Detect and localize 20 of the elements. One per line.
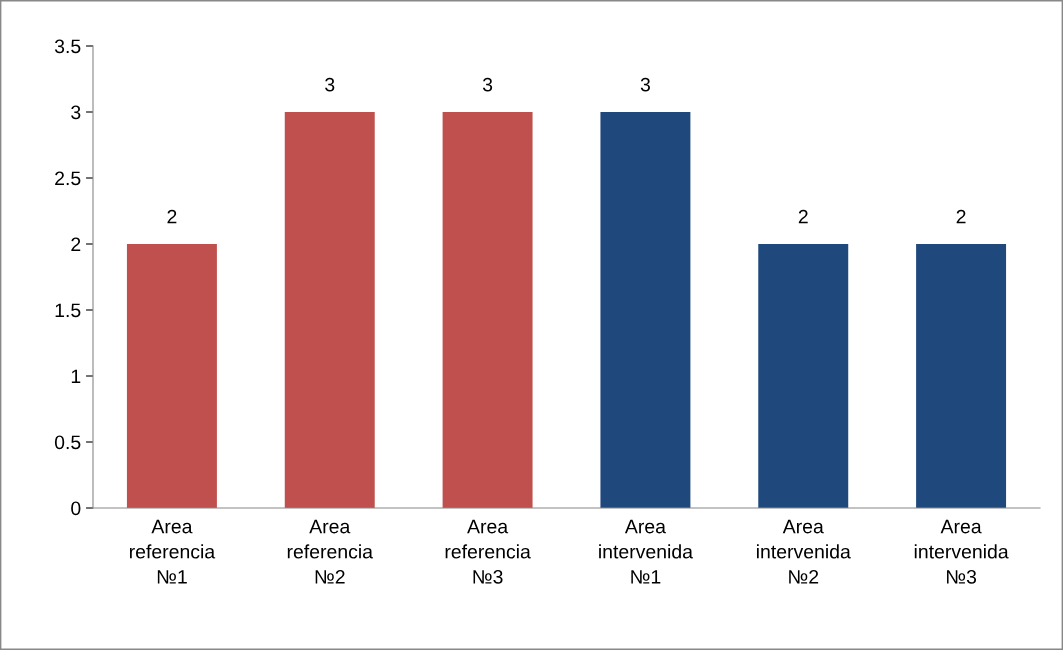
x-tick-label: Area referencia №1 bbox=[129, 519, 216, 584]
y-tick-label: 0.5 bbox=[54, 435, 81, 450]
x-tick-label: Area referencia №2 bbox=[287, 519, 373, 584]
data-label: 2 bbox=[798, 209, 808, 224]
data-label: 3 bbox=[640, 77, 650, 92]
x-tick-label: Area referencia №3 bbox=[445, 519, 531, 584]
y-tick-label: 0 bbox=[71, 501, 81, 516]
y-tick-label: 3 bbox=[71, 105, 81, 120]
data-label: 3 bbox=[482, 77, 493, 92]
y-tick-label: 1.5 bbox=[55, 303, 81, 318]
data-label: 2 bbox=[167, 209, 177, 224]
y-tick-label: 3.5 bbox=[54, 39, 81, 54]
data-label: 2 bbox=[956, 209, 966, 224]
y-tick-label: 2.5 bbox=[55, 171, 81, 186]
x-tick-label: Area intervenida №1 bbox=[599, 519, 693, 584]
y-tick-label: 1 bbox=[71, 369, 81, 384]
y-tick-label: 2 bbox=[71, 237, 81, 252]
data-label: 3 bbox=[325, 77, 335, 92]
x-tick-label: Area intervenida №2 bbox=[756, 519, 851, 584]
x-tick-label: Area intervenida №3 bbox=[914, 519, 1009, 584]
